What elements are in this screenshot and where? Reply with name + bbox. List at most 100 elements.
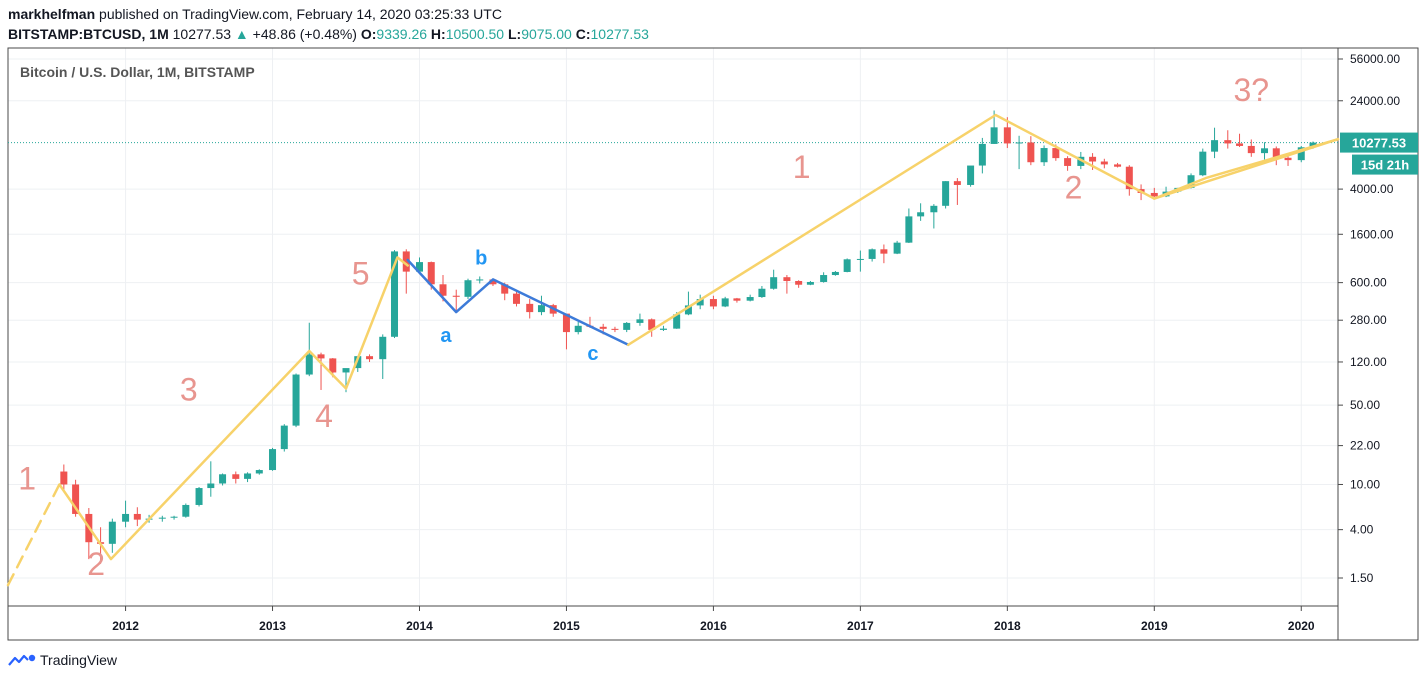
y-tick-label: 600.00 [1350,276,1387,290]
candle-down [1114,162,1122,168]
wave-label: 4 [315,398,333,434]
candle-up [280,424,288,452]
author-name[interactable]: markhelfman [8,6,96,22]
last-price: 10277.53 [172,26,232,42]
candle-body [856,258,864,260]
brand-name: TradingView [40,652,118,668]
candle-body [574,325,582,333]
candle-body [232,474,240,479]
candle-body [721,298,729,307]
candle-down [611,326,619,333]
symbol-label: BITSTAMP:BTCUSD, 1M [8,26,169,42]
candle-up [806,281,814,286]
wave-label: 2 [87,546,105,582]
candle-down [512,291,520,307]
candle-body [696,299,704,306]
candle-body [391,251,399,337]
candle-up [623,321,631,333]
candle-body [831,271,839,276]
candle-body [1100,161,1108,165]
open-value: 9339.26 [376,26,428,42]
candle-up [255,469,263,475]
grid-lines [8,48,1338,606]
candle-down [1027,136,1035,166]
candle-down [1247,139,1255,157]
candle-body [366,356,374,360]
candle-body [1284,157,1292,161]
candle-body [1125,166,1133,190]
wave-label: 5 [352,255,370,291]
candle-down [72,479,80,517]
wave-label: 2 [1065,170,1083,206]
candle-body [60,471,68,485]
candle-up [305,322,313,377]
candle-body [1224,140,1232,144]
candle-up [758,286,766,298]
x-tick-label: 2020 [1288,619,1315,633]
candle-body [255,470,263,474]
candle-body [122,513,130,522]
candle-up [108,518,116,553]
candle-down [1236,133,1244,147]
tradingview-logo-icon [8,654,36,666]
candle-up [1199,148,1207,177]
candle-body [489,279,497,285]
candle-up [770,269,778,290]
candle-up [170,515,178,520]
candle-body [843,259,851,272]
candle-body [967,165,975,185]
candle-body [72,484,80,514]
candle-body [1089,156,1097,162]
wave-label: c [587,343,598,365]
candle-down [317,352,325,390]
candle-up [831,270,839,276]
wave-label: 1 [793,149,811,185]
candle-body [746,297,754,301]
candle-up [195,487,203,507]
candle-body [1247,145,1255,154]
candle-body [317,354,325,359]
candle-up [574,321,582,335]
candle-down [366,354,374,362]
y-tick-label: 4000.00 [1350,182,1394,196]
y-tick-label: 1.50 [1350,571,1374,585]
candle-up [684,291,692,316]
change-arrow-icon: ▲ [234,26,249,42]
candle-up [158,515,166,522]
wave-labels-group: 1 2 3 4 5 a b c 1 2 3? [18,72,1269,582]
candle-body [402,251,410,272]
change-value: +48.86 (+0.48%) [252,26,357,42]
candle-body [1040,148,1048,163]
close-label: C: [575,26,591,42]
candle-body [133,513,141,520]
candle-up [379,334,387,379]
chart-title: Bitcoin / U.S. Dollar, 1M, BITSTAMP [20,64,255,80]
y-tick-label: 56000.00 [1350,52,1400,66]
impulse-wave-line [58,256,409,561]
x-tick-label: 2019 [1141,619,1168,633]
high-label: H: [430,26,446,42]
candle-body [195,488,203,505]
wave-label: 3? [1233,72,1269,108]
candle-up [930,204,938,229]
chart-frame [7,47,1419,641]
candle-up [1015,135,1023,170]
candle-body [1309,142,1317,148]
candle-body [562,313,570,333]
candle-down [1125,165,1133,196]
candle-body [648,319,656,330]
close-value: 10277.53 [590,26,649,42]
candle-down [526,299,534,319]
symbol-info: BITSTAMP:BTCUSD, 1M 10277.53 ▲ +48.86 (+… [8,26,649,42]
candle-up [122,500,130,528]
candle-body [953,181,961,185]
candle-body [1077,156,1085,166]
candle-body [537,305,545,313]
candle-body [868,249,876,259]
y-tick-label: 120.00 [1350,355,1387,369]
candle-body [820,275,828,282]
x-tick-label: 2012 [112,619,139,633]
tradingview-brand[interactable]: TradingView [8,652,117,668]
candle-up [659,325,667,331]
